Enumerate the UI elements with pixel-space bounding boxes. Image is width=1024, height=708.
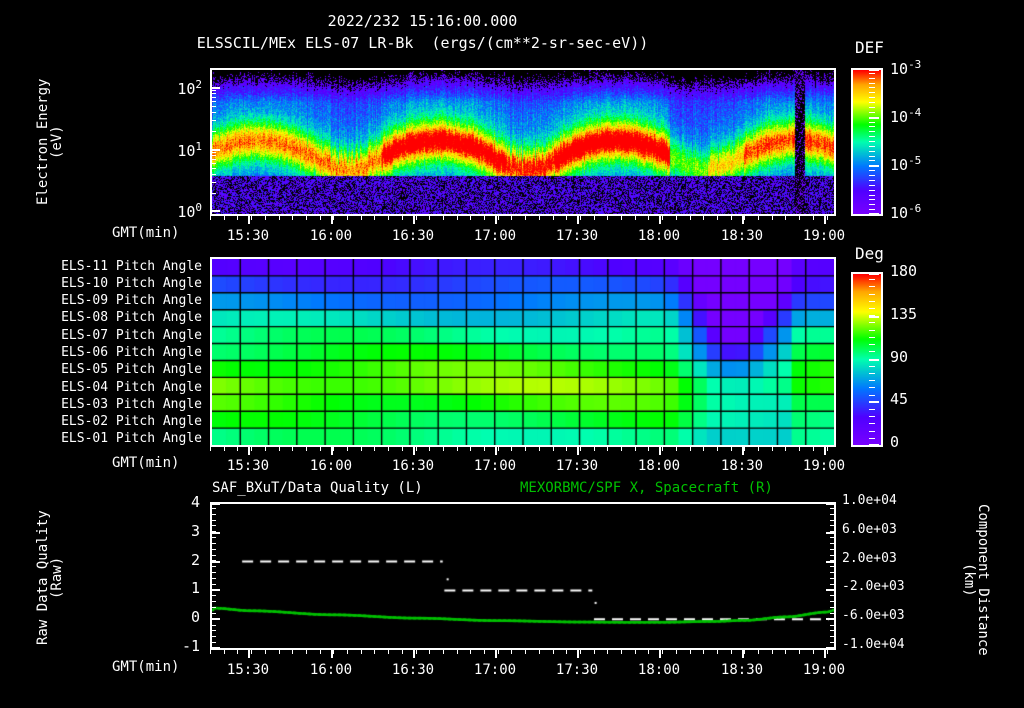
panel1-x-axis-label: GMT(min) <box>112 225 180 241</box>
panel3-left-axis-label: Raw Data Quality (Raw) <box>35 510 65 646</box>
panel1-y-tick-marks <box>210 68 222 216</box>
deg-colorbar-title: Deg <box>855 244 884 263</box>
line-plot-series <box>212 504 834 648</box>
panel3-x-axis-label: GMT(min) <box>112 659 180 675</box>
panel3-right-tick-labels: 1.0e+04 6.0e+03 2.0e+03 -2.0e+03 -6.0e+03 -1.… <box>842 493 905 652</box>
panel1-y-axis-label: Electron Energy (eV) <box>35 78 65 206</box>
plot-subtitle: ELSSCIL/MEx ELS-07 LR-Bk (ergs/(cm**2-sr… <box>196 34 649 52</box>
panel3-right-axis-label: Component Distance (km) <box>961 504 991 656</box>
def-colorbar-labels: 10-3 10-4 10-5 10-6 <box>890 58 922 222</box>
line-plot-frame <box>210 502 836 650</box>
deg-colorbar-ticks <box>869 272 885 447</box>
spectrogram-image <box>212 70 834 214</box>
panel2-x-tick-labels: 15:30 16:00 16:30 17:00 17:30 18:00 18:30 19:00 <box>226 458 846 474</box>
panel1-x-tick-labels: 15:30 16:00 16:30 17:00 17:30 18:00 18:30 19:00 <box>226 228 846 244</box>
panel3-right-series-label: MEXORBMC/SPF X, Spacecraft (R) <box>520 480 773 496</box>
panel3-x-tick-marks <box>210 650 836 660</box>
pitch-angle-image <box>212 259 834 445</box>
pitch-angle-row-labels: ELS-11 Pitch Angle ELS-10 Pitch Angle ELS-… <box>61 259 202 446</box>
panel3-right-tick-marks <box>824 502 836 650</box>
panel3-left-series-label: SAF_BXuT/Data Quality (L) <box>212 480 423 496</box>
deg-colorbar-labels: 180 135 90 45 0 <box>890 262 918 451</box>
pitch-angle-plot-frame <box>210 257 836 447</box>
plot-datetime-title: 2022/232 15:16:00.000 <box>327 12 518 30</box>
panel1-x-tick-marks <box>210 216 836 226</box>
panel3-x-tick-labels: 15:30 16:00 16:30 17:00 17:30 18:00 18:30 19:00 <box>226 662 846 678</box>
panel3-left-tick-marks <box>210 502 222 650</box>
panel1-y-tick-labels: 102 101 100 <box>177 78 202 221</box>
def-colorbar <box>851 68 883 216</box>
spectrogram-plot-frame <box>210 68 836 216</box>
panel3-left-tick-labels: 4 3 2 1 0 -1 <box>181 493 200 655</box>
panel2-x-axis-label: GMT(min) <box>112 455 180 471</box>
def-colorbar-title: DEF <box>855 38 884 57</box>
panel2-x-tick-marks <box>210 447 836 457</box>
def-colorbar-ticks <box>869 68 885 216</box>
